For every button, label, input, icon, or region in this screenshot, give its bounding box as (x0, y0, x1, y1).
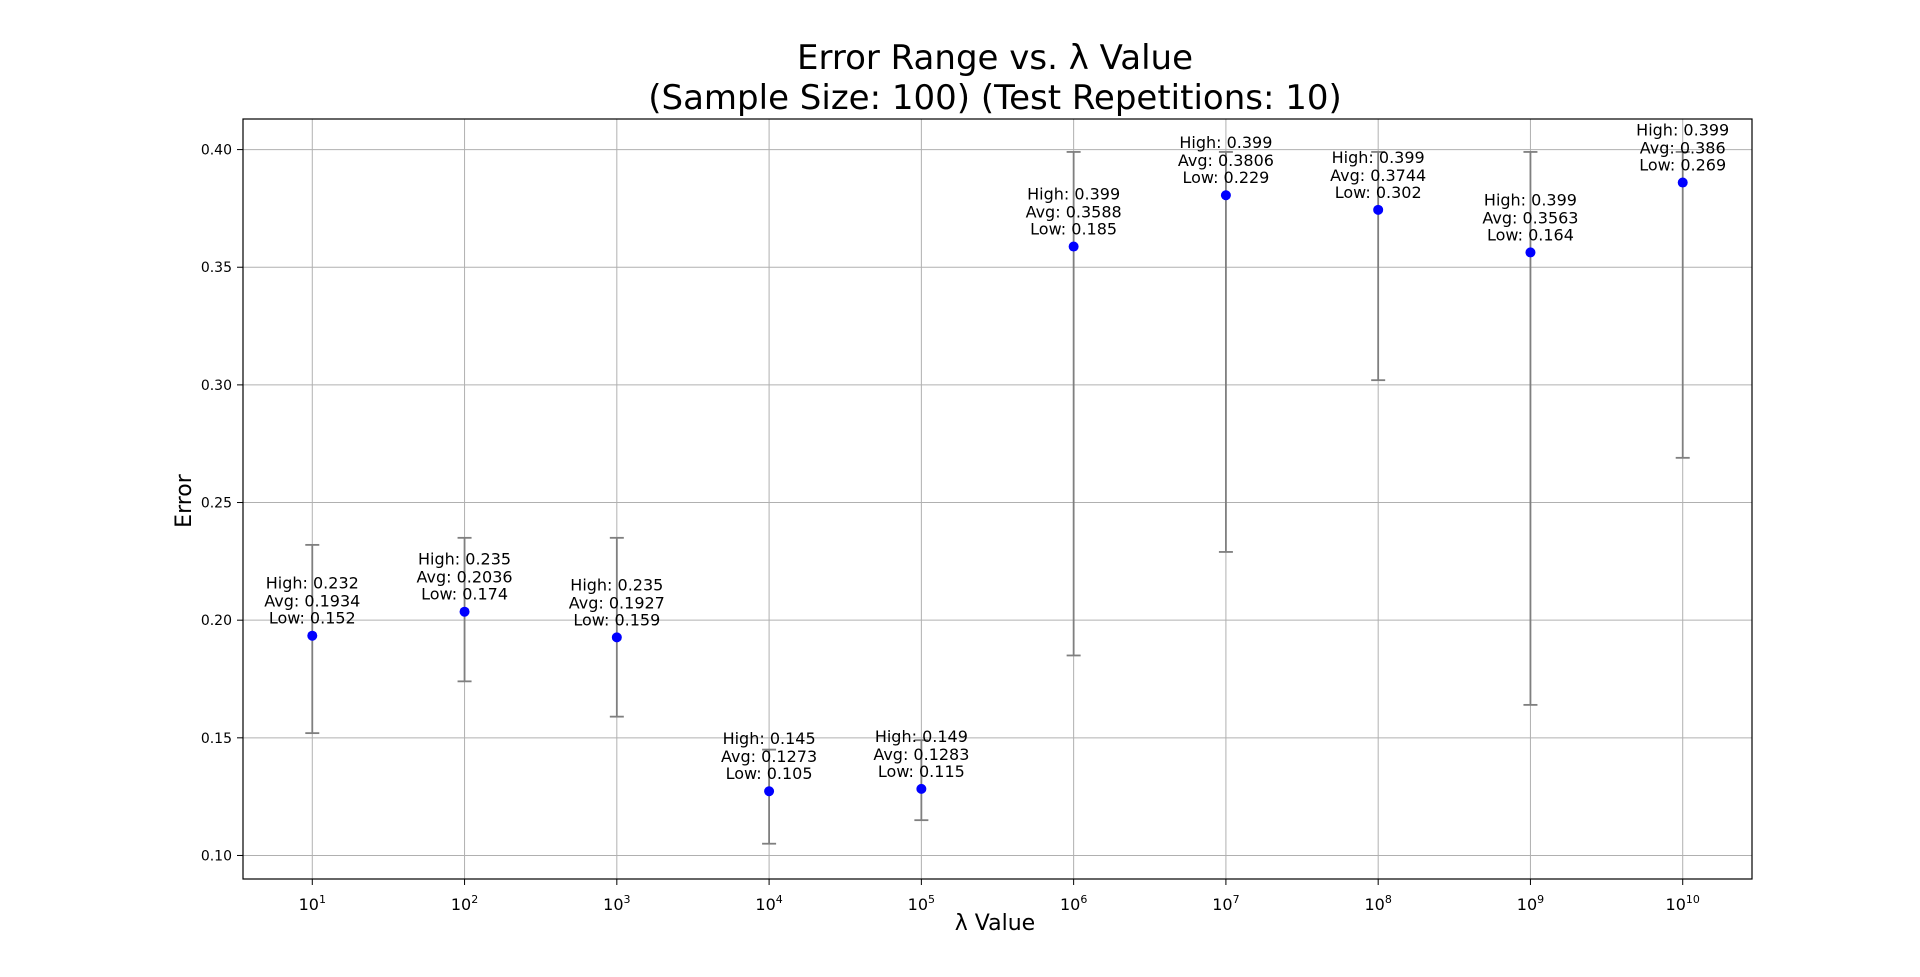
x-tick-label: 109 (1517, 893, 1544, 914)
x-tick-base: 10 (1666, 895, 1686, 914)
x-tick-exponent: 1 (319, 893, 326, 906)
avg-point (307, 630, 318, 641)
data-annotation: Low: 0.302 (1335, 183, 1422, 202)
data-annotation: Avg: 0.1934 (264, 592, 360, 611)
avg-point (611, 632, 622, 643)
avg-point (1068, 241, 1079, 252)
data-annotation: Avg: 0.2036 (417, 568, 513, 587)
data-annotation: Low: 0.174 (421, 585, 508, 604)
data-annotation: High: 0.145 (723, 729, 816, 748)
x-tick-base: 10 (908, 895, 928, 914)
data-annotation: Avg: 0.3744 (1330, 166, 1426, 185)
data-annotation: High: 0.399 (1484, 190, 1577, 209)
data-annotation: Low: 0.159 (573, 610, 660, 629)
x-tick-label: 103 (603, 893, 630, 914)
data-annotation: Low: 0.115 (878, 762, 965, 781)
x-tick-base: 10 (603, 895, 623, 914)
data-annotation: Avg: 0.386 (1640, 139, 1726, 158)
x-tick-label: 101 (299, 893, 326, 914)
x-tick-exponent: 5 (928, 893, 935, 906)
data-annotation: Low: 0.185 (1030, 220, 1117, 239)
y-axis-label: Error (172, 473, 197, 528)
x-tick-base: 10 (1364, 895, 1384, 914)
y-tick-label: 0.10 (201, 848, 232, 864)
data-annotation: Low: 0.105 (726, 764, 813, 783)
errorbar-layer (305, 151, 1690, 845)
x-tick-exponent: 10 (1686, 893, 1700, 906)
x-tick-label: 107 (1212, 893, 1239, 914)
x-tick-label: 105 (908, 893, 935, 914)
y-tick-label: 0.40 (201, 143, 232, 159)
x-tick-exponent: 8 (1385, 893, 1392, 906)
x-tick-exponent: 7 (1233, 893, 1240, 906)
data-annotation: High: 0.235 (570, 575, 663, 594)
x-tick-label: 106 (1060, 893, 1087, 914)
x-tick-base: 10 (451, 895, 471, 914)
x-tick-exponent: 3 (624, 893, 631, 906)
data-annotation: Avg: 0.3588 (1026, 203, 1122, 222)
data-annotation: High: 0.399 (1027, 185, 1120, 204)
data-annotation: Low: 0.229 (1182, 168, 1269, 187)
x-axis-label: λ Value (955, 911, 1035, 936)
point-layer (307, 177, 1688, 797)
data-annotation: Low: 0.269 (1639, 156, 1726, 175)
x-tick-exponent: 9 (1537, 893, 1544, 906)
data-annotation: High: 0.235 (418, 550, 511, 569)
x-tick-label: 102 (451, 893, 478, 914)
data-annotation: Avg: 0.3806 (1178, 151, 1274, 170)
data-annotation: Low: 0.164 (1487, 225, 1574, 244)
avg-point (459, 606, 470, 617)
data-annotation: High: 0.399 (1332, 148, 1425, 167)
x-tick-exponent: 4 (776, 893, 783, 906)
data-annotation: High: 0.232 (266, 574, 359, 593)
x-tick-exponent: 6 (1080, 893, 1087, 906)
x-tick-base: 10 (299, 895, 319, 914)
y-tick-label: 0.20 (201, 613, 232, 629)
x-tick-base: 10 (1212, 895, 1232, 914)
x-tick-label: 104 (755, 893, 782, 914)
x-tick-base: 10 (755, 895, 775, 914)
chart-title-line2: (Sample Size: 100) (Test Repetitions: 10… (648, 78, 1342, 118)
x-tick-label: 108 (1364, 893, 1391, 914)
x-tick-exponent: 2 (471, 893, 478, 906)
data-annotation: Low: 0.152 (269, 609, 356, 628)
data-annotation: High: 0.149 (875, 727, 968, 746)
data-annotation: Avg: 0.1927 (569, 593, 665, 612)
avg-point (764, 786, 775, 797)
y-tick-label: 0.35 (201, 260, 232, 276)
avg-point (1373, 204, 1384, 215)
avg-point (1525, 247, 1536, 258)
data-annotation: Avg: 0.1273 (721, 747, 817, 766)
data-annotation: High: 0.399 (1179, 133, 1272, 152)
chart-title-line1: Error Range vs. λ Value (797, 38, 1193, 78)
avg-point (916, 783, 927, 794)
data-annotation: High: 0.399 (1636, 121, 1729, 140)
plot-frame (242, 118, 1753, 880)
x-tick-base: 10 (1060, 895, 1080, 914)
data-annotation: Avg: 0.1283 (873, 745, 969, 764)
y-tick-label: 0.30 (201, 378, 232, 394)
x-tick-base: 10 (1517, 895, 1537, 914)
x-tick-label: 1010 (1666, 893, 1700, 914)
avg-point (1677, 177, 1688, 188)
y-tick-label: 0.15 (201, 731, 232, 747)
y-tick-label: 0.25 (201, 496, 232, 512)
avg-point (1220, 190, 1231, 201)
data-annotation: Avg: 0.3563 (1482, 208, 1578, 227)
